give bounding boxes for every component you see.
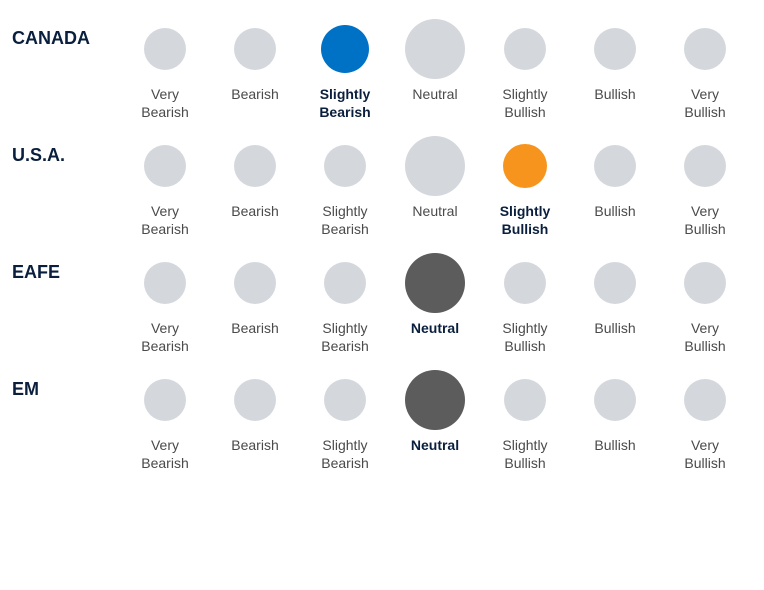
chart-cell: Bearish [210, 131, 300, 237]
column-label: SlightlyBearish [317, 201, 372, 238]
sentiment-dot [234, 262, 276, 304]
chart-cell: Bearish [210, 14, 300, 120]
chart-cell: VeryBearish [120, 365, 210, 472]
row-label: EM [0, 365, 120, 400]
chart-cell: SlightlyBearish [300, 14, 390, 121]
sentiment-dot [405, 19, 465, 79]
column-label: Bearish [227, 435, 282, 471]
chart-cell: VeryBearish [120, 131, 210, 238]
column-label: VeryBearish [137, 435, 192, 472]
column-label: SlightlyBearish [315, 84, 374, 121]
column-label: Bearish [227, 318, 282, 354]
column-label: SlightlyBullish [496, 201, 555, 238]
sentiment-dot [405, 370, 465, 430]
sentiment-dot [684, 262, 726, 304]
chart-cell: VeryBullish [660, 365, 750, 472]
chart-cell: Neutral [390, 365, 480, 471]
sentiment-dot [684, 379, 726, 421]
chart-cell: SlightlyBearish [300, 131, 390, 238]
sentiment-dot-chart: CANADA VeryBearish Bearish SlightlyBearish N… [0, 14, 764, 472]
sentiment-dot [234, 145, 276, 187]
chart-cell: Bullish [570, 131, 660, 237]
chart-cell: VeryBullish [660, 131, 750, 238]
column-label: Bullish [590, 318, 639, 354]
chart-cell: Bullish [570, 14, 660, 120]
sentiment-dot [234, 28, 276, 70]
chart-cell: Bullish [570, 248, 660, 354]
sentiment-dot [504, 262, 546, 304]
sentiment-dot [144, 262, 186, 304]
sentiment-dot [594, 379, 636, 421]
column-label: VeryBearish [137, 201, 192, 238]
chart-cell: Neutral [390, 131, 480, 237]
column-label: SlightlyBearish [317, 318, 372, 355]
column-label: Bearish [227, 84, 282, 120]
chart-cell: Bearish [210, 365, 300, 471]
chart-cell: SlightlyBullish [480, 131, 570, 238]
chart-row: U.S.A. VeryBearish Bearish SlightlyBearish N… [0, 131, 764, 238]
sentiment-dot [321, 25, 369, 73]
column-label: VeryBullish [680, 318, 729, 355]
chart-cell: SlightlyBearish [300, 365, 390, 472]
sentiment-dot [405, 253, 465, 313]
column-label: Neutral [408, 84, 461, 120]
row-label: EAFE [0, 248, 120, 283]
sentiment-dot [503, 144, 547, 188]
column-label: Bearish [227, 201, 282, 237]
column-label: Bullish [590, 84, 639, 120]
row-label: CANADA [0, 14, 120, 49]
chart-row: EM VeryBearish Bearish SlightlyBearish Neutr… [0, 365, 764, 472]
column-label: Bullish [590, 435, 639, 471]
column-label: SlightlyBullish [498, 84, 551, 121]
sentiment-dot [144, 379, 186, 421]
chart-row: CANADA VeryBearish Bearish SlightlyBearish N… [0, 14, 764, 121]
column-label: SlightlyBullish [498, 435, 551, 472]
chart-cell: SlightlyBullish [480, 14, 570, 121]
column-label: Neutral [407, 435, 463, 471]
sentiment-dot [594, 262, 636, 304]
sentiment-dot [405, 136, 465, 196]
sentiment-dot [594, 145, 636, 187]
row-label: U.S.A. [0, 131, 120, 166]
chart-cell: VeryBearish [120, 14, 210, 121]
chart-row: EAFE VeryBearish Bearish SlightlyBearish Neu… [0, 248, 764, 355]
sentiment-dot [504, 28, 546, 70]
column-label: Neutral [407, 318, 463, 354]
chart-cell: SlightlyBearish [300, 248, 390, 355]
sentiment-dot [144, 145, 186, 187]
sentiment-dot [324, 145, 366, 187]
chart-cell: Neutral [390, 248, 480, 354]
column-label: VeryBullish [680, 84, 729, 121]
column-label: VeryBullish [680, 201, 729, 238]
sentiment-dot [504, 379, 546, 421]
sentiment-dot [234, 379, 276, 421]
sentiment-dot [684, 145, 726, 187]
chart-cell: VeryBearish [120, 248, 210, 355]
column-label: Bullish [590, 201, 639, 237]
chart-cell: SlightlyBullish [480, 248, 570, 355]
column-label: VeryBullish [680, 435, 729, 472]
column-label: VeryBearish [137, 318, 192, 355]
sentiment-dot [144, 28, 186, 70]
column-label: VeryBearish [137, 84, 192, 121]
chart-cell: SlightlyBullish [480, 365, 570, 472]
chart-cell: VeryBullish [660, 248, 750, 355]
sentiment-dot [324, 379, 366, 421]
column-label: Neutral [408, 201, 461, 237]
chart-cell: Neutral [390, 14, 480, 120]
sentiment-dot [594, 28, 636, 70]
chart-cell: VeryBullish [660, 14, 750, 121]
chart-cell: Bearish [210, 248, 300, 354]
sentiment-dot [684, 28, 726, 70]
chart-cell: Bullish [570, 365, 660, 471]
column-label: SlightlyBearish [317, 435, 372, 472]
sentiment-dot [324, 262, 366, 304]
column-label: SlightlyBullish [498, 318, 551, 355]
